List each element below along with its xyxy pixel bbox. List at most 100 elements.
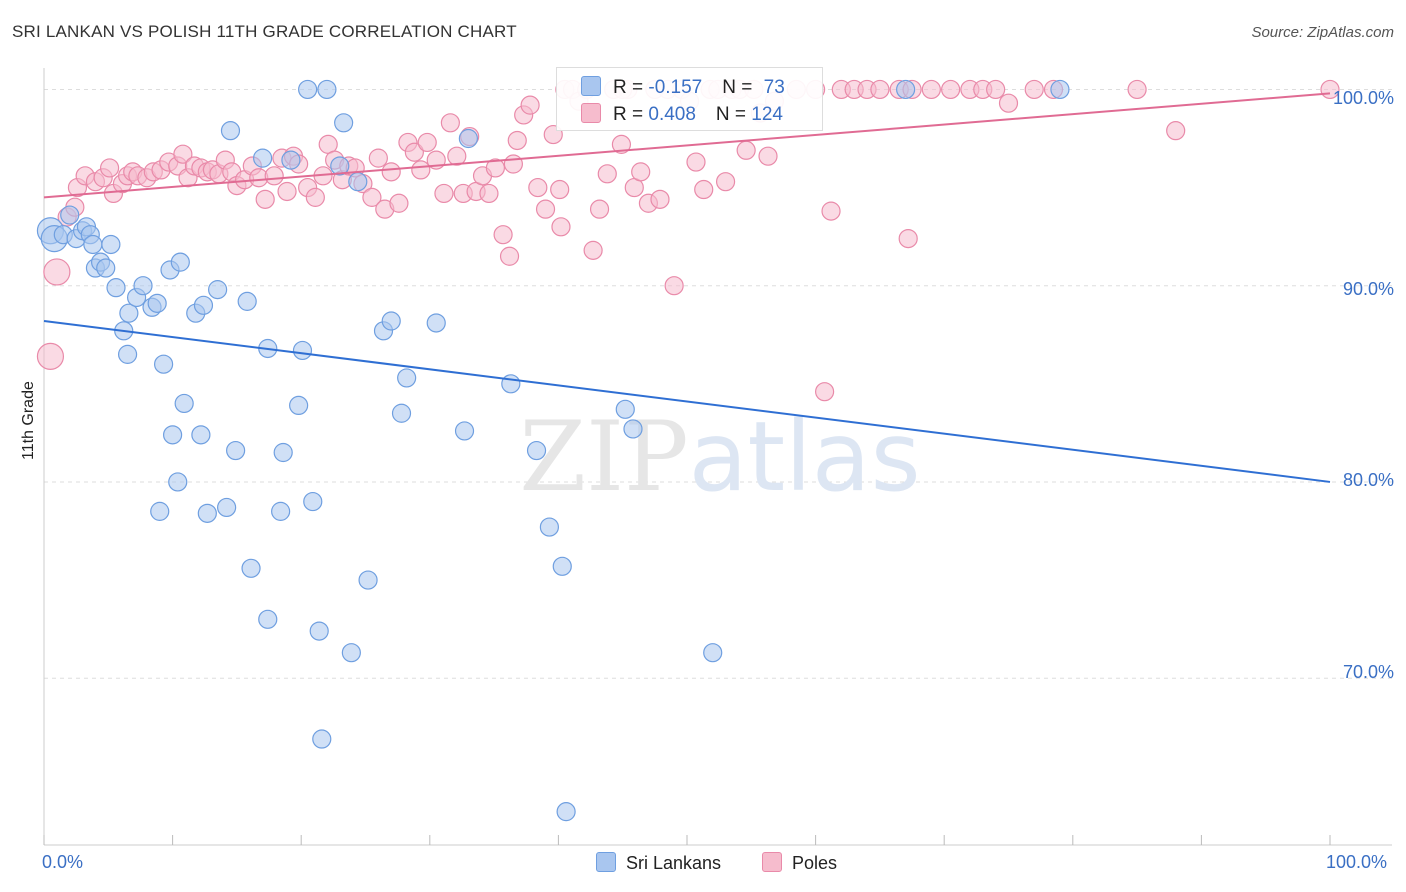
trend-line-poles [43,92,1331,199]
data-point [362,187,382,207]
pink-swatch [762,852,782,872]
r-label: R = [613,104,649,125]
data-point [686,152,706,172]
data-point [150,501,170,521]
trend-lines [43,92,1331,483]
data-point [611,134,632,154]
blue-swatch [581,76,601,96]
data-point [998,93,1019,113]
data-point [197,503,217,523]
data-point [479,183,499,204]
data-point [986,79,1006,100]
x-tick-label-max: 100.0% [1326,852,1388,872]
data-point [174,393,194,414]
data-point [870,79,890,100]
data-point [736,140,756,160]
data-point [96,258,116,278]
data-point [258,609,278,629]
data-point [170,252,190,272]
source-label: Source: ZipAtlas.com [1251,24,1394,41]
data-point [528,177,548,198]
data-point [485,158,505,178]
data-point [389,193,409,213]
data-point [303,491,323,512]
data-point [237,291,257,311]
pink-swatch [581,103,601,123]
n-label: N = [715,104,752,125]
data-point [434,183,454,204]
blue-swatch [596,852,616,872]
data-point [208,280,228,300]
data-point [381,162,401,182]
data-point [358,570,378,590]
data-point [292,340,313,361]
data-point [715,172,736,192]
legend-row-sri-lankans: R = -0.157 N = 73 [581,76,785,99]
data-point [526,440,547,461]
data-point [556,802,576,822]
data-point [264,166,284,186]
data-point [168,472,188,492]
trend-line-sri-lankans [43,320,1331,483]
data-point [99,158,120,178]
x-tick-label-min: 0.0% [42,852,84,872]
data-point [552,556,572,576]
series-name: Sri Lankans [626,853,722,873]
data-point [520,95,540,115]
data-point [220,121,241,141]
data-point [694,179,714,200]
data-point [815,382,835,402]
data-point [397,368,417,388]
n-value: 124 [751,104,783,125]
data-point [271,501,291,521]
data-point [217,497,237,518]
data-point [1166,121,1186,141]
data-point [193,295,214,315]
y-tick-label-80: 80.0% [1342,470,1394,490]
data-point [173,144,193,164]
data-point [454,421,475,441]
data-point [83,234,103,255]
y-tick-label-70: 70.0% [1342,662,1394,682]
y-tick-label-100: 100.0% [1332,88,1394,108]
data-point [703,643,723,663]
data-point [507,130,527,151]
legend-item-poles: Poles [762,852,837,874]
data-point [43,258,71,286]
grid-lines [44,88,1392,679]
data-point [503,154,523,174]
r-value: 0.408 [648,104,696,125]
data-point [631,162,651,182]
data-point [330,156,350,176]
watermark: ZIPatlas [519,401,920,513]
y-tick-label-90: 90.0% [1342,279,1394,299]
data-point [1024,79,1044,100]
n-value: 73 [763,77,785,98]
data-point [317,79,337,100]
legend-row-poles: R = 0.408 N = 124 [581,103,783,126]
r-label: R = [613,77,649,98]
data-point [147,293,167,313]
data-point [101,234,121,255]
data-point [312,729,332,749]
data-point [589,199,610,219]
data-point [493,225,513,245]
data-point [36,342,65,370]
data-point [896,79,916,100]
data-point [368,148,388,168]
y-axis-label: 11th Grade [20,381,37,460]
data-point [119,303,139,323]
data-point [273,442,293,463]
data-point [539,517,559,537]
data-point [153,354,174,374]
data-point [758,146,778,166]
data-point [1127,79,1147,100]
data-point [417,132,437,153]
data-point [458,128,478,149]
sri-lankans-points [36,79,1070,822]
legend-item-sri-lankans: Sri Lankans [596,852,721,874]
data-point [309,621,329,641]
data-point [381,311,401,331]
series-name: Poles [792,853,838,873]
